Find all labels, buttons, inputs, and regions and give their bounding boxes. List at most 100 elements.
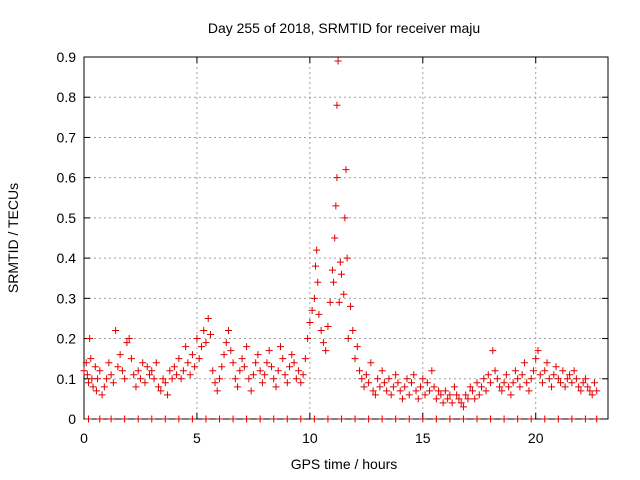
data-point bbox=[464, 395, 472, 403]
data-point bbox=[157, 387, 165, 395]
data-point bbox=[516, 383, 524, 391]
data-point bbox=[475, 391, 483, 399]
data-point bbox=[272, 383, 280, 391]
data-point bbox=[561, 383, 569, 391]
data-point bbox=[496, 383, 504, 391]
data-point bbox=[374, 375, 382, 383]
data-point bbox=[216, 415, 224, 423]
data-point bbox=[380, 379, 388, 387]
data-point bbox=[256, 415, 264, 423]
data-point bbox=[191, 363, 199, 371]
data-point bbox=[351, 355, 359, 363]
data-point bbox=[514, 375, 522, 383]
data-point bbox=[482, 387, 490, 395]
data-point bbox=[152, 359, 160, 367]
data-point bbox=[505, 383, 513, 391]
data-point bbox=[554, 415, 562, 423]
data-point bbox=[134, 415, 142, 423]
data-point bbox=[324, 322, 332, 330]
data-point bbox=[480, 375, 488, 383]
data-point bbox=[139, 359, 147, 367]
x-tick-label: 20 bbox=[528, 430, 544, 446]
data-point bbox=[453, 391, 461, 399]
y-tick-label: 0.2 bbox=[57, 331, 77, 347]
data-point bbox=[286, 363, 294, 371]
data-point bbox=[87, 355, 95, 363]
data-point bbox=[195, 355, 203, 363]
data-point bbox=[394, 379, 402, 387]
data-point bbox=[548, 383, 556, 391]
data-point bbox=[184, 359, 192, 367]
data-point bbox=[197, 343, 205, 351]
data-point bbox=[319, 339, 327, 347]
data-point bbox=[245, 375, 253, 383]
data-point bbox=[579, 379, 587, 387]
data-point bbox=[256, 367, 264, 375]
data-point bbox=[227, 347, 235, 355]
data-point bbox=[80, 367, 88, 375]
data-point bbox=[324, 415, 332, 423]
data-point bbox=[225, 327, 233, 335]
data-point bbox=[238, 355, 246, 363]
data-point bbox=[310, 415, 318, 423]
data-point bbox=[236, 367, 244, 375]
data-point bbox=[114, 363, 122, 371]
data-point bbox=[500, 415, 508, 423]
data-point bbox=[229, 359, 237, 367]
data-point bbox=[509, 379, 517, 387]
data-point bbox=[202, 339, 210, 347]
data-point bbox=[349, 327, 357, 335]
data-point bbox=[371, 391, 379, 399]
data-point bbox=[520, 359, 528, 367]
data-point bbox=[493, 375, 501, 383]
data-point bbox=[441, 387, 449, 395]
data-point bbox=[362, 371, 370, 379]
data-point bbox=[387, 391, 395, 399]
data-point bbox=[590, 379, 598, 387]
data-point bbox=[186, 371, 194, 379]
grid bbox=[84, 57, 608, 419]
data-point bbox=[337, 270, 345, 278]
data-point bbox=[550, 371, 558, 379]
data-point bbox=[130, 371, 138, 379]
data-point bbox=[202, 415, 210, 423]
data-point bbox=[340, 290, 348, 298]
data-point bbox=[209, 367, 217, 375]
data-points bbox=[80, 57, 601, 423]
data-point bbox=[116, 351, 124, 359]
data-point bbox=[417, 383, 425, 391]
data-point bbox=[423, 379, 431, 387]
data-point bbox=[419, 375, 427, 383]
data-point bbox=[247, 387, 255, 395]
data-point bbox=[353, 343, 361, 351]
plot-frame bbox=[83, 56, 609, 420]
data-point bbox=[118, 367, 126, 375]
data-point bbox=[378, 415, 386, 423]
data-point bbox=[448, 399, 456, 407]
data-point bbox=[279, 355, 287, 363]
data-point bbox=[584, 383, 592, 391]
data-point bbox=[164, 391, 172, 399]
data-point bbox=[127, 355, 135, 363]
data-point bbox=[534, 347, 542, 355]
data-point bbox=[109, 379, 117, 387]
data-point bbox=[326, 298, 334, 306]
data-point bbox=[132, 383, 140, 391]
data-point bbox=[426, 387, 434, 395]
data-point bbox=[333, 174, 341, 182]
data-point bbox=[502, 371, 510, 379]
data-point bbox=[308, 306, 316, 314]
y-tick-label: 0 bbox=[68, 411, 76, 427]
y-tick-label: 0.5 bbox=[57, 210, 77, 226]
data-point bbox=[457, 399, 465, 407]
data-point bbox=[105, 359, 113, 367]
data-point bbox=[206, 331, 214, 339]
data-point bbox=[344, 335, 352, 343]
data-point bbox=[392, 415, 400, 423]
data-point bbox=[175, 415, 183, 423]
data-point bbox=[261, 371, 269, 379]
data-point bbox=[554, 375, 562, 383]
data-point bbox=[100, 383, 108, 391]
data-point bbox=[229, 415, 237, 423]
data-point bbox=[543, 359, 551, 367]
